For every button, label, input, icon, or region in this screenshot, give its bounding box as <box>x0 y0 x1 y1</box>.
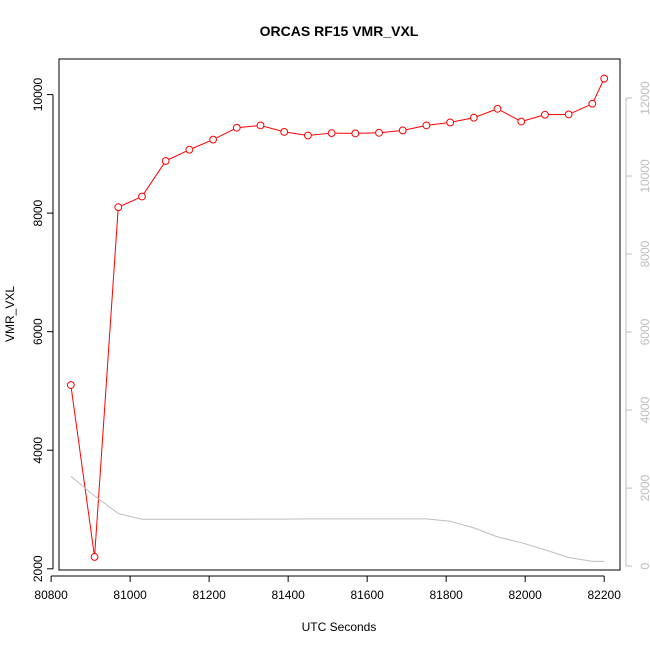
series-line-segment <box>311 132 329 136</box>
series-line-segment <box>121 197 140 207</box>
series-line-segment <box>240 125 258 128</box>
series-line-segment <box>70 388 95 554</box>
data-point <box>90 553 99 561</box>
x-tick-label: 81800 <box>429 588 463 602</box>
series-line-segment <box>593 81 604 101</box>
data-point <box>398 126 407 135</box>
series-line-segment <box>168 150 187 160</box>
series-line-segment <box>571 104 590 114</box>
data-point <box>185 145 194 154</box>
data-point <box>422 121 431 130</box>
data-point <box>280 128 289 136</box>
y-tick-label: 2000 <box>31 555 45 582</box>
data-point <box>375 128 383 137</box>
data-point <box>256 121 265 130</box>
y-axis-label: VMR_VXL <box>3 286 17 342</box>
chart-title: ORCAS RF15 VMR_VXL <box>260 23 419 39</box>
data-point <box>138 192 146 201</box>
x-tick-label: 82000 <box>508 588 542 602</box>
data-point <box>588 99 597 108</box>
series-line-segment <box>143 163 165 194</box>
y-tick-label: 6000 <box>31 318 45 345</box>
data-point <box>541 110 549 119</box>
plot-frame <box>58 58 621 571</box>
data-point <box>469 113 478 122</box>
series-line-segment <box>263 125 282 132</box>
data-point <box>303 131 312 140</box>
series-line-segment <box>287 131 305 136</box>
y-tick-label: 4000 <box>31 437 45 464</box>
y-axis-left: 2000 4000 6000 8000 10000 <box>31 78 54 582</box>
data-point <box>114 203 123 212</box>
series-line-segment <box>524 115 542 122</box>
series-line-right <box>70 475 605 562</box>
data-point <box>161 157 170 165</box>
data-point <box>209 135 217 144</box>
series-layer <box>66 74 609 562</box>
x-tick-label: 81000 <box>113 588 147 602</box>
y2-tick-label: 10000 <box>638 159 650 193</box>
y2-tick-label: 12000 <box>638 81 650 115</box>
y2-tick-label: 6000 <box>638 318 650 345</box>
y2-tick-label: 8000 <box>638 240 650 267</box>
data-point <box>66 381 75 389</box>
data-point <box>351 129 360 138</box>
y2-tick-label: 0 <box>638 562 650 569</box>
series-line-segment <box>94 210 119 554</box>
series-line-segment <box>500 109 519 121</box>
x-axis-label: UTC Seconds <box>302 620 377 634</box>
data-point <box>600 74 609 83</box>
x-tick-label: 80800 <box>34 588 68 602</box>
series-line-segment <box>453 117 471 123</box>
series-line-segment <box>429 122 447 126</box>
data-point <box>232 123 241 132</box>
data-point <box>564 110 573 119</box>
y-tick-label: 8000 <box>31 199 45 226</box>
series-line-segment <box>405 125 424 131</box>
data-point <box>446 118 455 127</box>
series-line-segment <box>192 140 211 149</box>
y-tick-label: 10000 <box>31 78 45 112</box>
y2-tick-label: 4000 <box>638 396 650 423</box>
data-point <box>327 129 336 138</box>
x-tick-label: 81200 <box>192 588 226 602</box>
x-tick-label: 82200 <box>588 588 622 602</box>
series-line-segment <box>215 128 234 139</box>
x-tick-label: 81600 <box>350 588 384 602</box>
x-axis: 80800 81000 81200 81400 81600 81800 82000 82200 <box>34 575 622 602</box>
data-point <box>493 104 502 113</box>
y2-tick-label: 2000 <box>638 474 650 501</box>
x-tick-label: 81400 <box>271 588 305 602</box>
y-axis-right: 0 2000 4000 6000 8000 10000 12000 <box>625 81 650 569</box>
data-point <box>517 117 526 126</box>
series-line-segment <box>476 109 495 117</box>
series-line-segment <box>382 130 400 133</box>
